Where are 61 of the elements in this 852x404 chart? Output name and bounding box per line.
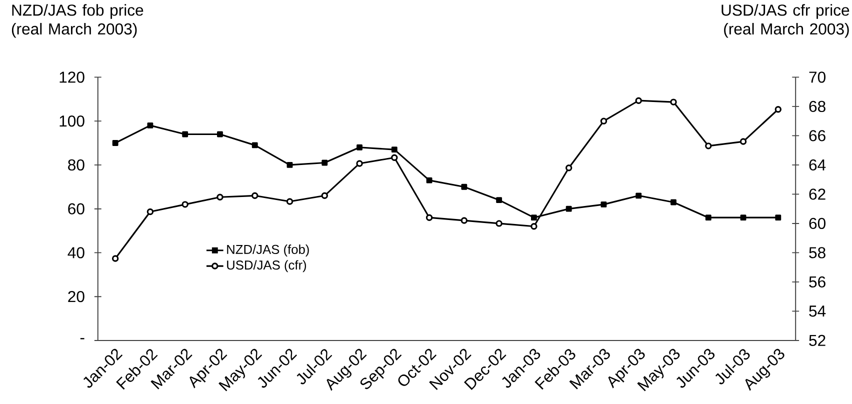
y-tick-label: 120: [60, 72, 84, 83]
point: [670, 98, 677, 106]
point: [182, 201, 188, 208]
point: [530, 223, 538, 230]
point: [147, 122, 154, 129]
y2-tick-label: 64: [809, 159, 826, 171]
point: [705, 142, 712, 150]
point: [391, 154, 398, 162]
legend-label: USD/JAS (cfr): [227, 260, 306, 272]
y2-tick-label: 58: [809, 247, 826, 258]
y2-tick-label: 62: [809, 188, 826, 200]
point: [670, 199, 676, 206]
point: [182, 131, 188, 138]
point: [461, 184, 468, 190]
y2-tick-label: 52: [809, 334, 826, 346]
y-tick-label: -: [80, 338, 84, 340]
y2-tick-label: 68: [809, 100, 826, 112]
point: [705, 214, 712, 221]
point: [252, 142, 258, 148]
point: [321, 192, 328, 200]
point: [217, 131, 223, 138]
y2-tick-label: 54: [809, 306, 826, 317]
point: [635, 97, 642, 104]
point: [496, 197, 502, 204]
point: [426, 177, 432, 184]
legend-label: NZD/JAS (fob): [227, 244, 309, 257]
point: [530, 214, 537, 221]
point: [774, 106, 782, 113]
point: [286, 198, 294, 205]
point: [112, 140, 118, 146]
point: [775, 214, 782, 221]
y-tick-label: 100: [60, 116, 84, 127]
y2-tick-label: 70: [809, 72, 826, 83]
point: [740, 214, 746, 221]
point: [356, 160, 363, 167]
y-tick-label: 80: [68, 159, 84, 171]
y-axis-title: NZD/JAS fob price (real March 2003): [12, 4, 144, 38]
point: [322, 160, 328, 166]
point: [460, 217, 468, 224]
y2-tick-label: 66: [809, 130, 826, 142]
point: [565, 164, 572, 172]
point: [216, 194, 224, 201]
point: [252, 192, 258, 200]
y-tick-label: 40: [68, 247, 84, 258]
point: [146, 208, 154, 216]
y2-tick-label: 56: [809, 276, 826, 288]
point: [286, 162, 293, 168]
point: [112, 255, 119, 262]
point: [740, 138, 747, 146]
y-tick-label: 20: [68, 291, 84, 302]
point: [426, 214, 433, 222]
y2-axis-title: USD/JAS cfr price (real March 2003): [722, 4, 850, 38]
point: [600, 118, 608, 125]
point: [600, 202, 607, 208]
point: [496, 220, 502, 227]
point: [566, 206, 572, 212]
point: [356, 144, 362, 150]
point: [391, 146, 398, 153]
y-tick-label: 60: [68, 203, 84, 215]
point: [636, 192, 642, 199]
y2-tick-label: 60: [809, 218, 826, 230]
